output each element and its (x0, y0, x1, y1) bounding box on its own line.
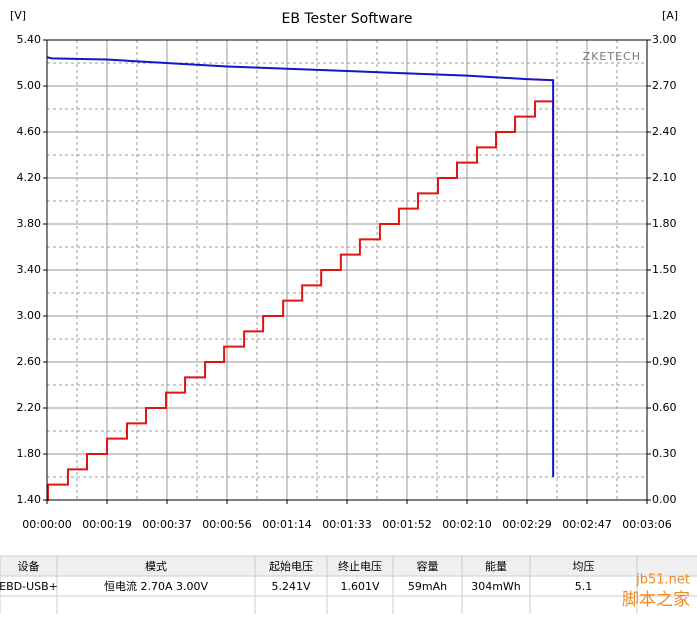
y-tick-label: 5.40 (17, 33, 42, 46)
series-line (46, 56, 555, 477)
table-cell: 5.1 (575, 580, 593, 593)
y-tick-label: 3.00 (17, 309, 42, 322)
y2-tick-label: 0.00 (652, 493, 677, 506)
series-line (46, 100, 555, 501)
chart-title: EB Tester Software (281, 11, 412, 27)
x-tick-label: 00:01:14 (262, 518, 311, 531)
x-tick-label: 00:00:37 (142, 518, 191, 531)
y-tick-label: 2.20 (17, 401, 42, 414)
y2-tick-label: 1.80 (652, 217, 677, 230)
y2-tick-label: 3.00 (652, 33, 677, 46)
x-tick-label: 00:02:10 (442, 518, 491, 531)
y-tick-label: 1.40 (17, 493, 42, 506)
table-header-bg (0, 556, 697, 576)
table-header: 起始电压 (269, 559, 313, 573)
y2-tick-label: 2.70 (652, 79, 677, 92)
x-tick-label: 00:02:47 (562, 518, 611, 531)
table-row-bg (0, 576, 697, 614)
x-tick-label: 00:01:52 (382, 518, 431, 531)
chart-bg (0, 0, 697, 548)
y2-tick-label: 1.50 (652, 263, 677, 276)
table-header: 终止电压 (338, 559, 382, 573)
table-cell: 59mAh (408, 580, 447, 593)
watermark-name: 脚本之家 (622, 590, 690, 610)
x-tick-label: 00:00:56 (202, 518, 251, 531)
table-header: 容量 (417, 559, 439, 573)
y2-tick-label: 2.10 (652, 171, 677, 184)
table-header: 设备 (18, 559, 40, 573)
x-tick-label: 00:02:29 (502, 518, 551, 531)
table-cell: 1.601V (340, 580, 379, 593)
table-header: 模式 (145, 560, 167, 573)
table-header: 均压 (573, 560, 595, 573)
table-cell: 5.241V (271, 580, 310, 593)
x-tick-label: 00:00:19 (82, 518, 131, 531)
x-tick-label: 00:03:06 (622, 518, 671, 531)
y-tick-label: 2.60 (17, 355, 42, 368)
y2-tick-label: 2.40 (652, 125, 677, 138)
watermark-site: jb51.net (635, 573, 690, 588)
y2-axis-label: [A] (662, 9, 678, 22)
y2-tick-label: 1.20 (652, 309, 677, 322)
y2-tick-label: 0.30 (652, 447, 677, 460)
y-tick-label: 4.60 (17, 125, 42, 138)
x-tick-label: 00:00:00 (22, 518, 71, 531)
y-axis-label: [V] (10, 9, 26, 22)
table-cell: 304mWh (471, 580, 521, 593)
y-tick-label: 3.80 (17, 217, 42, 230)
annotation: ZKETECH (583, 50, 641, 63)
x-tick-label: 00:01:33 (322, 518, 371, 531)
y-tick-label: 4.20 (17, 171, 42, 184)
table-cell: EBD-USB+ (0, 580, 58, 593)
y-tick-label: 3.40 (17, 263, 42, 276)
y2-tick-label: 0.60 (652, 401, 677, 414)
y2-tick-label: 0.90 (652, 355, 677, 368)
table-header: 能量 (485, 559, 507, 573)
table-cell: 恒电流 2.70A 3.00V (104, 579, 209, 593)
y-tick-label: 1.80 (17, 447, 42, 460)
y-tick-label: 5.00 (17, 79, 42, 92)
